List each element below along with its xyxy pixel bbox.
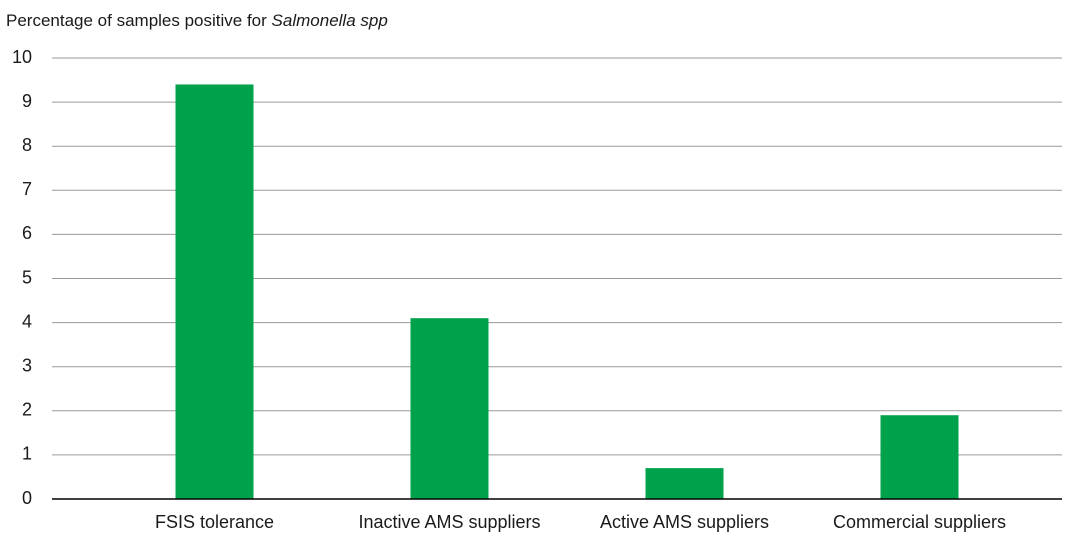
y-tick-label: 5	[22, 267, 32, 287]
x-tick-label: FSIS tolerance	[155, 512, 274, 532]
chart-title: Percentage of samples positive for Salmo…	[6, 11, 388, 30]
x-tick-label: Commercial suppliers	[833, 512, 1006, 532]
y-tick-label: 0	[22, 488, 32, 508]
y-tick-label: 3	[22, 355, 32, 375]
x-tick-label: Active AMS suppliers	[600, 512, 769, 532]
bar	[880, 415, 959, 499]
y-tick-label: 6	[22, 223, 32, 243]
title-italic: Salmonella spp	[272, 11, 388, 30]
y-tick-label: 1	[22, 444, 32, 464]
x-tick-label: Inactive AMS suppliers	[358, 512, 540, 532]
y-tick-label: 4	[22, 311, 32, 331]
bar	[175, 84, 254, 500]
y-tick-label: 8	[22, 135, 32, 155]
y-tick-label: 2	[22, 400, 32, 420]
y-tick-label: 7	[22, 179, 32, 199]
bar	[645, 468, 724, 499]
y-tick-label: 9	[22, 91, 32, 111]
bar	[410, 318, 489, 499]
title-text: Percentage of samples positive for	[6, 11, 267, 30]
y-tick-label: 10	[12, 47, 32, 67]
